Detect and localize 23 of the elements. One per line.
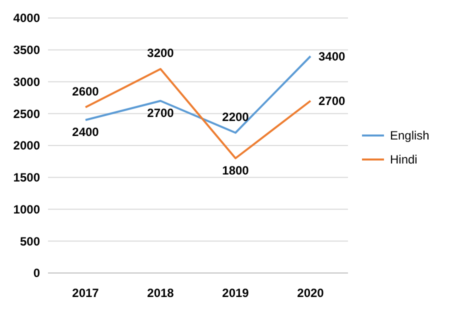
data-label: 2600 [72, 84, 100, 98]
x-tick-label: 2017 [72, 286, 100, 300]
data-label: 2200 [222, 110, 250, 124]
x-tick-label: 2019 [222, 286, 250, 300]
x-tick-label: 2018 [147, 286, 174, 300]
data-label: 3400 [318, 49, 346, 64]
y-tick-label: 500 [20, 234, 40, 248]
y-tick-label: 3500 [13, 43, 40, 58]
y-tick-label: 1500 [13, 170, 40, 185]
y-tick-label: 1000 [13, 202, 40, 216]
y-tick-label: 0 [33, 266, 40, 280]
x-tick-label: 2020 [297, 286, 324, 300]
data-label: 2700 [318, 94, 346, 108]
data-label: 2400 [72, 125, 100, 139]
y-tick-label: 4000 [13, 11, 40, 26]
y-tick-label: 2000 [13, 138, 40, 153]
legend-label: Hindi [390, 152, 418, 167]
data-label: 2700 [147, 106, 174, 120]
data-label: 1800 [222, 163, 250, 178]
y-tick-label: 3000 [13, 74, 40, 89]
y-tick-label: 2500 [13, 106, 40, 121]
data-label: 3200 [147, 46, 174, 60]
legend-label: English [390, 128, 430, 143]
